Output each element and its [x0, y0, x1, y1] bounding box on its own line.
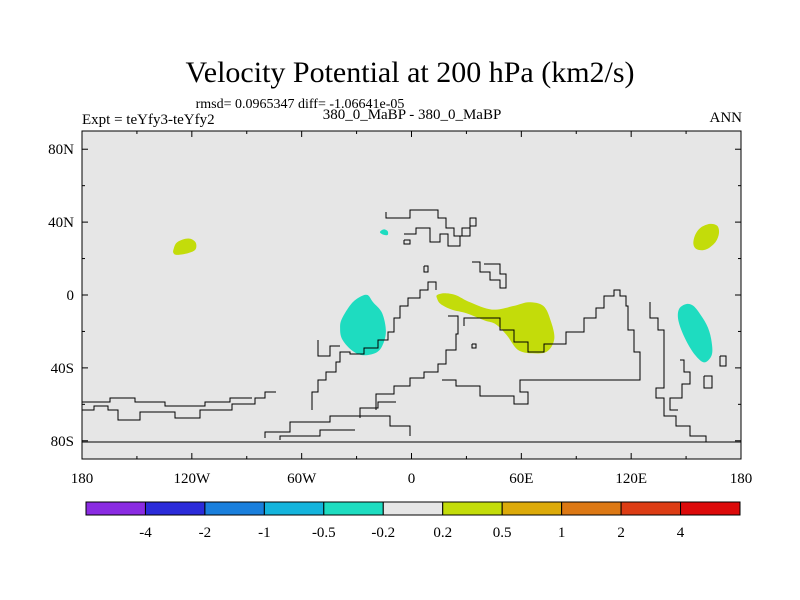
x-tick-label: 60E — [509, 471, 533, 487]
x-tick-label: 180 — [730, 471, 753, 487]
x-axis: 180 120W 60W 0 60E 120E 180 — [71, 131, 753, 487]
y-tick-label: 40S — [51, 361, 74, 377]
colorbar-swatch — [204, 501, 265, 516]
colorbar-swatch — [680, 501, 741, 516]
stats-label: rmsd= 0.0965347 diff= -1.06641e-05 — [196, 97, 405, 112]
colorbar-swatch — [263, 501, 325, 516]
x-tick-label: 0 — [408, 471, 416, 487]
season-label: ANN — [710, 110, 743, 126]
x-tick-label: 120W — [173, 471, 211, 487]
negative-blob-west-pacific — [677, 303, 713, 363]
colorbar-swatch — [442, 501, 503, 516]
colorbar-label: -0.5 — [312, 525, 336, 541]
colorbar-swatch — [561, 501, 622, 516]
colorbar-label: -1 — [258, 525, 271, 541]
colorbar-label: 1 — [558, 525, 566, 541]
coastlines — [82, 209, 741, 443]
colorbar-swatch — [620, 501, 682, 516]
chart-title: Velocity Potential at 200 hPa (km2/s) — [185, 56, 634, 89]
colorbar-label: 0.2 — [433, 525, 452, 541]
y-tick-label: 80N — [48, 142, 74, 158]
colorbar: -4 -2 -1 -0.5 -0.2 0.2 0.5 1 2 4 — [85, 501, 741, 541]
positive-blob-north-pacific — [173, 238, 197, 255]
y-tick-label: 0 — [67, 288, 75, 304]
colorbar-swatch — [382, 501, 444, 516]
y-tick-label: 40N — [48, 215, 74, 231]
colorbar-swatch — [323, 501, 384, 516]
plot-background — [82, 131, 741, 459]
y-axis: 80N 40N 0 40S 80S — [48, 142, 741, 450]
colorbar-label: -2 — [199, 525, 212, 541]
colorbar-label: 4 — [677, 525, 685, 541]
colorbar-label: 2 — [617, 525, 625, 541]
colorbar-label: -0.2 — [371, 525, 395, 541]
positive-blob-northwest-pacific — [693, 223, 720, 251]
experiment-label: Expt = teYfy3-teYfy2 — [82, 112, 215, 128]
positive-blob-indian-ocean — [436, 293, 555, 354]
period-label: 380_0_MaBP - 380_0_MaBP — [323, 107, 502, 123]
anomaly-regions — [173, 223, 720, 363]
x-tick-label: 180 — [71, 471, 94, 487]
x-tick-label: 120E — [615, 471, 647, 487]
y-tick-label: 80S — [51, 434, 74, 450]
negative-blob-small-atlantic — [379, 229, 389, 236]
colorbar-swatch — [501, 501, 563, 516]
colorbar-label: 0.5 — [493, 525, 512, 541]
x-tick-label: 60W — [287, 471, 317, 487]
colorbar-label: -4 — [139, 525, 152, 541]
colorbar-swatch — [85, 501, 146, 516]
negative-blob-south-atlantic — [340, 294, 386, 356]
colorbar-swatch — [144, 501, 206, 516]
